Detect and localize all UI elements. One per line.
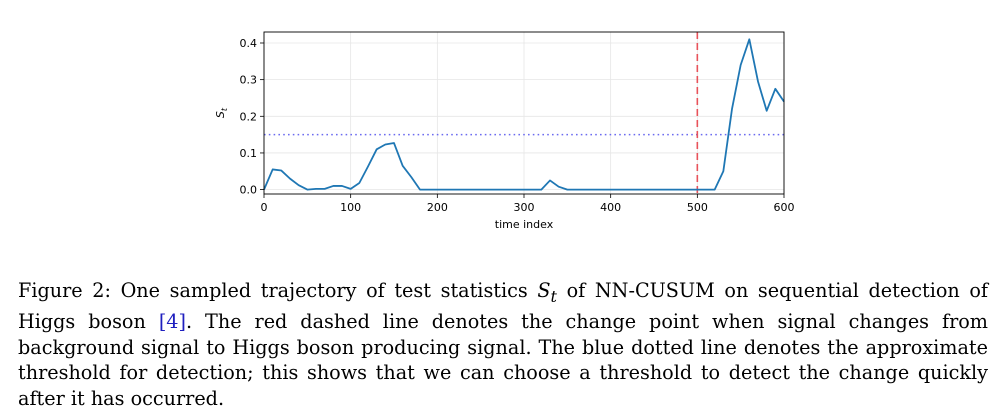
- x-tick-label: 100: [340, 201, 361, 214]
- ticks: 0 100 200 300 400 500 600 0.0 0.1 0.2 0.3 0.4: [240, 37, 795, 214]
- y-tick-label: 0.1: [240, 147, 258, 160]
- x-tick-label: 400: [600, 201, 621, 214]
- x-tick-label: 200: [427, 201, 448, 214]
- y-tick-label: 0.2: [240, 110, 258, 123]
- chart: 0 100 200 300 400 500 600 0.0 0.1 0.2 0.3 0.4 time …: [214, 31, 795, 231]
- grid: [263, 32, 785, 194]
- x-axis-label: time index: [495, 218, 554, 231]
- x-tick-label: 300: [514, 201, 535, 214]
- y-tick-label: 0.4: [240, 37, 258, 50]
- citation-link[interactable]: [4]: [158, 310, 186, 334]
- reference-lines: [264, 32, 784, 194]
- figure-caption: Figure 2: One sampled trajectory of test…: [18, 278, 988, 411]
- caption-stat-symbol: S: [537, 279, 551, 302]
- x-tick-label: 500: [687, 201, 708, 214]
- caption-stat-sub: t: [550, 286, 557, 306]
- caption-label: Figure 2:: [18, 279, 111, 302]
- x-tick-label: 0: [261, 201, 268, 214]
- y-axis-label-sub: t: [220, 107, 229, 111]
- caption-text-3: . The red dashed line denotes the change…: [18, 310, 989, 410]
- x-tick-label: 600: [774, 201, 795, 214]
- caption-text-1: One sampled trajectory of test statistic…: [120, 279, 528, 302]
- y-axis-label-main: S: [214, 111, 227, 118]
- y-axis-label: St: [214, 107, 229, 118]
- y-tick-label: 0.0: [240, 184, 258, 197]
- series-layer: [263, 38, 785, 191]
- y-tick-label: 0.3: [240, 74, 258, 87]
- caption-text-2: of NN-CUSUM on sequential detection of H…: [18, 279, 989, 334]
